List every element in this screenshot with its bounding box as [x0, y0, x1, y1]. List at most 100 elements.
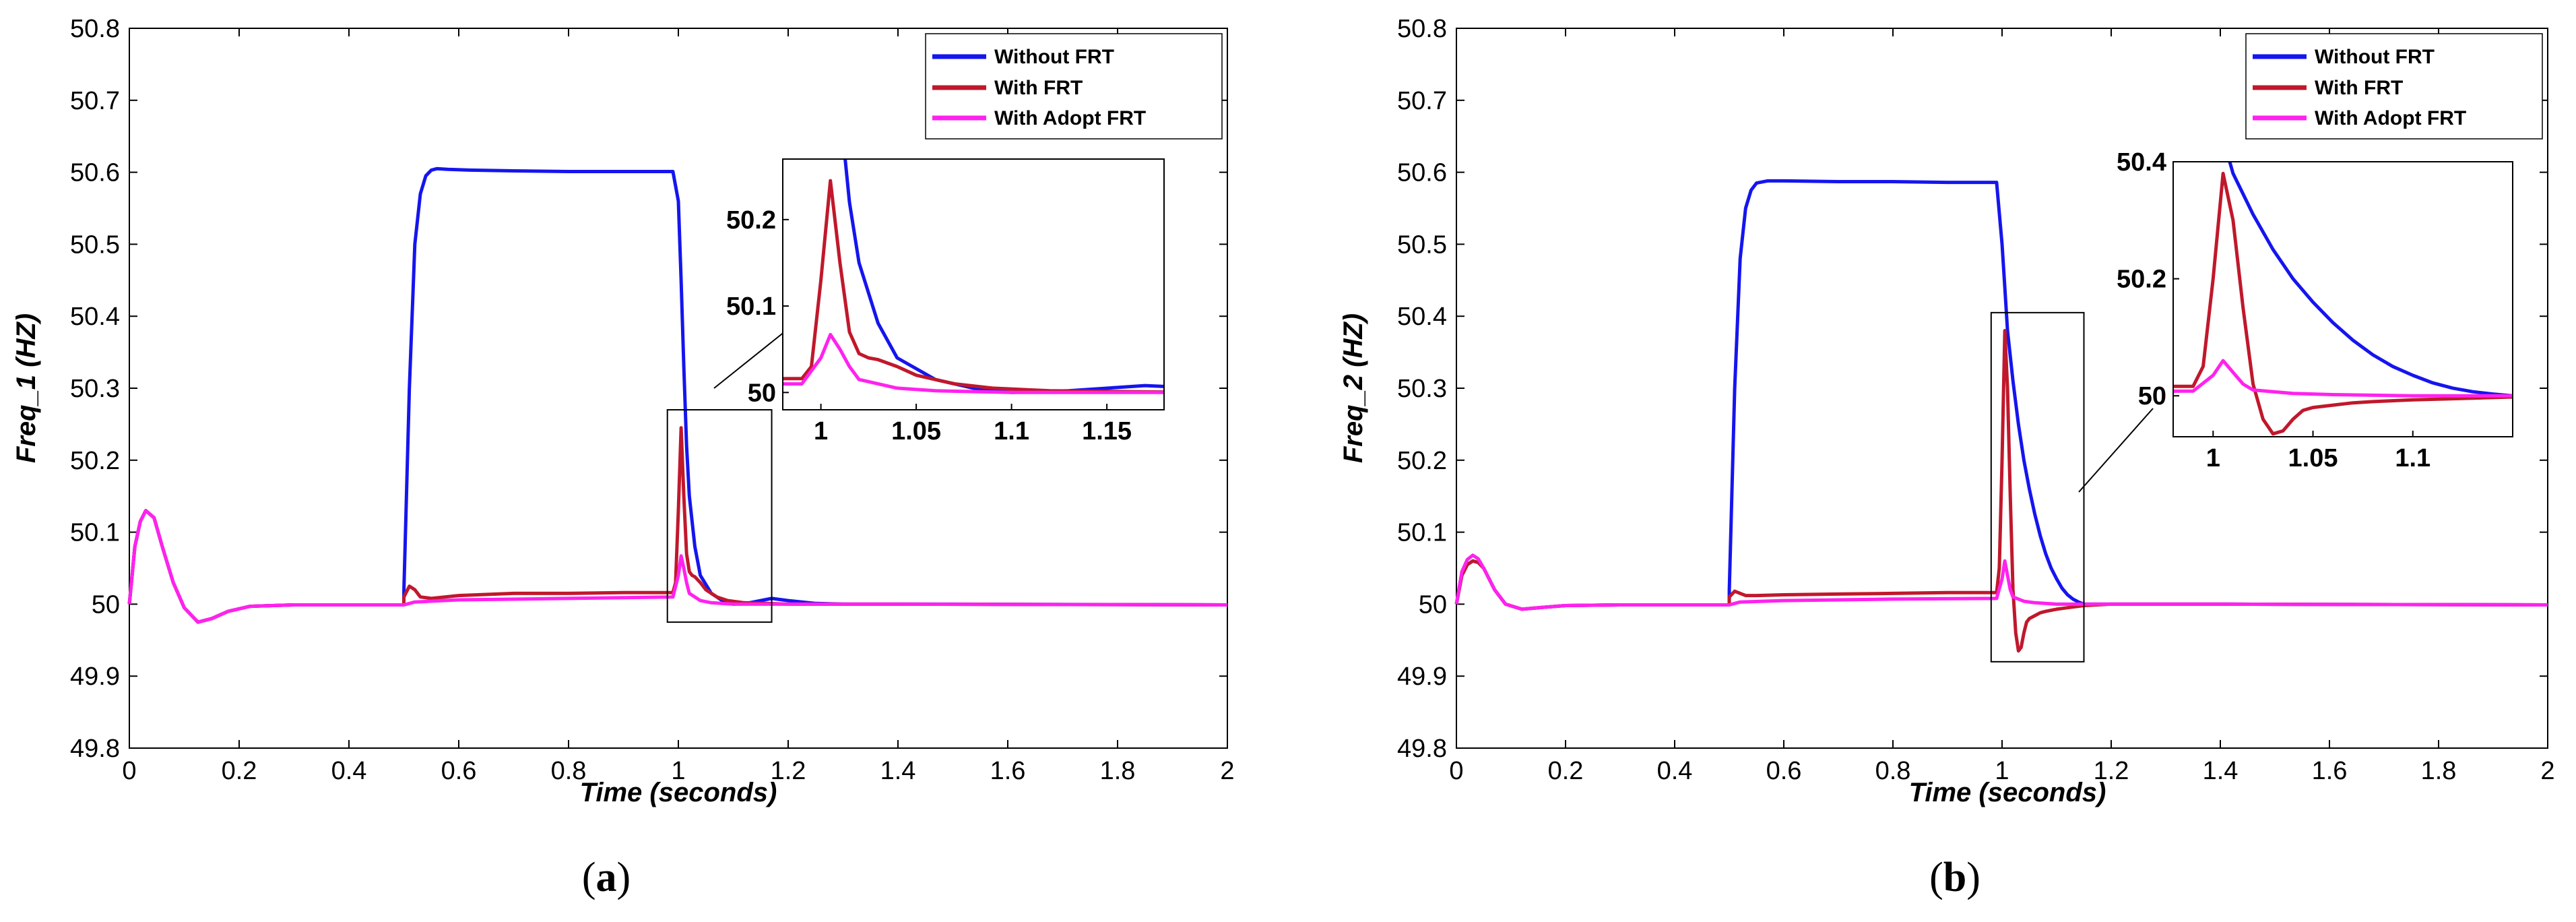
x-tick-label-b-3: 0.6	[1766, 757, 1802, 785]
y-tick-label-b-1: 49.9	[1397, 663, 1447, 691]
inset-line-b-1	[2173, 171, 2513, 436]
y-tick-label-b-4: 50.2	[1397, 447, 1447, 475]
series-line-a-2	[127, 509, 1228, 624]
panel-label-a: (a)	[582, 855, 631, 900]
x-tick-label-a-0: 0	[122, 757, 136, 785]
inset-x-label-b-2: 1.1	[2395, 444, 2430, 472]
y-tick-label-a-9: 50.7	[70, 87, 120, 115]
inset-x-label-a-0: 1	[814, 417, 828, 445]
x-tick-label-a-3: 0.6	[441, 757, 477, 785]
x-tick-label-b-8: 1.6	[2312, 757, 2348, 785]
inset-y-label-a-0: 50	[748, 379, 776, 407]
y-tick-label-b-10: 50.8	[1397, 15, 1447, 43]
inset-frame-b	[2172, 161, 2513, 437]
legend-label-a-2: With Adopt FRT	[994, 107, 1146, 129]
ticks-a: 0 0.2 0.4 0.6 0.8 1 1.2 1.4 1.6 1.8 2 49.8 49.9 50 50.…	[70, 15, 1235, 785]
inset-y-label-a-1: 50.1	[726, 293, 776, 321]
inset-x-label-a-2: 1.1	[994, 417, 1029, 445]
y-tick-label-a-7: 50.5	[70, 230, 120, 259]
inset-a: 1 1.05 1.1 1.15 50 50.1 50.2	[726, 158, 1165, 445]
legend-label-a-0: Without FRT	[994, 46, 1114, 68]
inset-x-label-a-3: 1.15	[1082, 417, 1132, 445]
y-tick-label-a-5: 50.3	[70, 375, 120, 403]
legend-label-b-2: With Adopt FRT	[2315, 107, 2466, 129]
x-axis-label-b: Time (seconds)	[1909, 778, 2106, 807]
y-tick-label-b-8: 50.6	[1397, 159, 1447, 187]
ticks-b: 0 0.2 0.4 0.6 0.8 1 1.2 1.4 1.6 1.8 2 49.8 49.9 50 50.…	[1397, 15, 2555, 785]
panel-a-open: (	[582, 855, 596, 900]
x-tick-label-b-7: 1.4	[2203, 757, 2239, 785]
x-tick-label-b-10: 2	[2540, 757, 2554, 785]
x-tick-label-a-10: 2	[1220, 757, 1234, 785]
y-tick-label-b-6: 50.4	[1397, 303, 1447, 331]
zoom-connector-b	[2078, 408, 2154, 493]
inset-frame-a	[782, 158, 1165, 410]
series-a	[127, 166, 1228, 624]
y-tick-label-b-3: 50.1	[1397, 519, 1447, 547]
series-b	[1454, 179, 2548, 653]
y-tick-label-a-0: 49.8	[70, 735, 120, 763]
inset-lines-a	[783, 159, 1164, 394]
chart-a: 0 0.2 0.4 0.6 0.8 1 1.2 1.4 1.6 1.8 2 49.8 49.9 50 50.…	[11, 15, 1235, 900]
inset-y-label-b-1: 50.2	[2117, 266, 2166, 294]
inset-bg-a	[783, 159, 1164, 410]
inset-lines-b	[2173, 162, 2513, 436]
x-tick-label-a-1: 0.2	[222, 757, 257, 785]
y-tick-label-b-5: 50.3	[1397, 375, 1447, 403]
legend-b: Without FRT With FRT With Adopt FRT	[2245, 33, 2543, 140]
y-tick-label-b-0: 49.8	[1397, 735, 1447, 763]
y-tick-label-a-2: 50	[92, 590, 120, 619]
panel-label-b: (b)	[1929, 855, 1981, 900]
x-tick-label-b-4: 0.8	[1875, 757, 1911, 785]
x-tick-label-a-2: 0.4	[331, 757, 367, 785]
inset-line-a-1	[783, 179, 1164, 394]
y-tick-label-a-6: 50.4	[70, 303, 120, 331]
panel-b-letter: b	[1943, 855, 1966, 900]
zoom-b	[1990, 311, 2154, 663]
panel-a-letter: a	[596, 855, 617, 900]
x-tick-label-a-8: 1.6	[990, 757, 1026, 785]
inset-b: 1 1.05 1.1 50 50.2 50.4	[2117, 148, 2513, 472]
x-tick-label-a-9: 1.8	[1100, 757, 1136, 785]
inset-line-a-2	[783, 332, 1164, 394]
x-tick-label-a-7: 1.4	[880, 757, 916, 785]
inset-x-label-a-1: 1.05	[891, 417, 941, 445]
x-tick-label-a-6: 1.2	[771, 757, 806, 785]
inset-y-label-b-0: 50	[2138, 382, 2166, 410]
panel-a-close: )	[617, 855, 631, 900]
x-tick-label-b-0: 0	[1449, 757, 1463, 785]
legend-label-a-1: With FRT	[994, 77, 1083, 99]
panel-b-open: (	[1929, 855, 1943, 900]
legend-label-b-1: With FRT	[2315, 77, 2403, 99]
chart-b: 0 0.2 0.4 0.6 0.8 1 1.2 1.4 1.6 1.8 2 49.8 49.9 50 50.…	[1339, 15, 2555, 900]
y-tick-label-b-9: 50.7	[1397, 87, 1447, 115]
y-tick-label-a-3: 50.1	[70, 519, 120, 547]
inset-x-label-b-0: 1	[2206, 444, 2220, 472]
inset-line-b-0	[2228, 162, 2513, 398]
y-tick-label-b-2: 50	[1419, 590, 1447, 619]
x-tick-label-a-4: 0.8	[551, 757, 587, 785]
series-line-b-2	[1454, 553, 2548, 611]
panel-b-close: )	[1966, 855, 1981, 900]
y-tick-label-a-4: 50.2	[70, 447, 120, 475]
x-tick-label-a-5: 1	[671, 757, 685, 785]
x-tick-label-b-1: 0.2	[1548, 757, 1584, 785]
inset-line-b-2	[2173, 359, 2513, 398]
y-axis-label-a: Freq_1 (HZ)	[11, 313, 41, 463]
y-tick-label-a-10: 50.8	[70, 15, 120, 43]
y-tick-label-b-7: 50.5	[1397, 230, 1447, 259]
y-axis-label-b: Freq_2 (HZ)	[1339, 313, 1368, 463]
x-axis-label-a: Time (seconds)	[580, 778, 777, 807]
y-tick-label-a-8: 50.6	[70, 159, 120, 187]
inset-y-label-b-2: 50.4	[2117, 148, 2166, 177]
inset-y-label-a-2: 50.2	[726, 206, 776, 235]
x-tick-label-b-5: 1	[1995, 757, 2009, 785]
y-tick-label-a-1: 49.9	[70, 663, 120, 691]
zoom-box-a	[666, 409, 773, 623]
legend-label-b-0: Without FRT	[2315, 46, 2435, 68]
x-tick-label-b-9: 1.8	[2421, 757, 2457, 785]
x-tick-label-b-6: 1.2	[2094, 757, 2129, 785]
legend-a: Without FRT With FRT With Adopt FRT	[925, 33, 1223, 140]
inset-x-label-b-1: 1.05	[2288, 444, 2338, 472]
